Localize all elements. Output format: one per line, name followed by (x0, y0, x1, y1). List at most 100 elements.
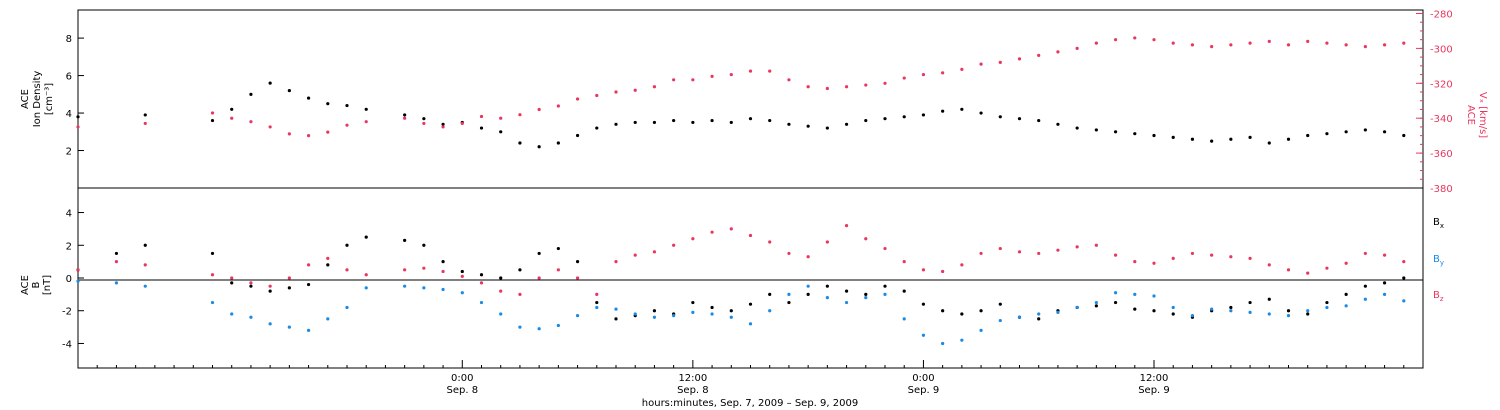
by-point (499, 312, 503, 316)
bx-point (1133, 307, 1137, 311)
bx-point (902, 289, 906, 293)
by-point (787, 292, 791, 296)
bottom-ytick-label: -4 (62, 339, 72, 350)
bx-point (403, 238, 407, 242)
bz-point (748, 233, 753, 238)
bz-point (210, 273, 215, 277)
density-point (595, 126, 599, 130)
bx-point (114, 251, 119, 256)
top-y2tick-label: -280 (1430, 9, 1453, 20)
bz-point (1267, 263, 1271, 267)
bx-point (844, 289, 849, 293)
legend-bz: Bz (1433, 290, 1444, 303)
xtick-date-label: Sep. 8 (446, 385, 478, 396)
density-point (1325, 132, 1329, 136)
xtick-time-label: 12:00 (678, 373, 707, 384)
bz-point (1133, 260, 1137, 264)
bottom-ylabel-line-1: ACE (20, 275, 31, 295)
vx-point (460, 121, 464, 126)
bx-point (787, 300, 791, 305)
density-point (249, 92, 253, 96)
vx-point (902, 76, 906, 80)
bz-point (825, 240, 829, 244)
bz-point (268, 284, 272, 288)
density-point (1133, 132, 1137, 136)
bx-point (287, 286, 291, 290)
bx-point (143, 243, 147, 247)
top-ylabel-line-1: ACE (20, 89, 31, 109)
density-point (268, 81, 272, 85)
bx-point (1382, 281, 1387, 285)
vx-point (76, 125, 80, 129)
bottom-ytick-label: 0 (66, 274, 72, 285)
vx-point (230, 116, 234, 120)
by-point (441, 287, 445, 292)
density-point (326, 102, 330, 106)
bz-point (306, 263, 311, 267)
vx-point (422, 121, 426, 126)
density-point (883, 117, 887, 121)
bz-point (441, 269, 445, 274)
bx-point (422, 243, 426, 247)
density-point (210, 118, 215, 123)
vx-point (652, 85, 657, 89)
top-y2tick-label: -320 (1430, 79, 1453, 90)
vx-point (1171, 41, 1175, 45)
bx-point (1248, 300, 1252, 305)
density-point (1363, 128, 1367, 132)
bx-point (691, 300, 695, 305)
vx-point (268, 125, 272, 129)
bz-point (768, 240, 772, 244)
by-point (1210, 307, 1214, 311)
vx-point (518, 113, 522, 117)
bz-point (1402, 260, 1406, 264)
by-point (672, 314, 676, 318)
density-point (441, 122, 445, 126)
bz-point (114, 260, 119, 264)
by-point (998, 318, 1002, 323)
bx-point (210, 251, 215, 256)
bx-point (960, 312, 964, 316)
bx-point (1171, 312, 1175, 316)
bz-point (479, 281, 484, 285)
density-point (230, 107, 234, 111)
bz-point (1210, 253, 1214, 257)
density-point (672, 118, 676, 123)
vx-point (595, 93, 599, 98)
by-point (1306, 309, 1310, 313)
vx-point (941, 71, 945, 75)
vx-point (499, 116, 503, 120)
vx-point (633, 88, 637, 92)
by-point (941, 341, 945, 346)
by-point (1325, 305, 1329, 310)
vx-point (1402, 41, 1406, 45)
legend: Bx By Bz (1433, 217, 1444, 303)
vx-point (1344, 43, 1348, 47)
by-point (1133, 292, 1137, 296)
density-point (1037, 118, 1041, 123)
by-point (210, 300, 215, 305)
vx-point (1229, 43, 1233, 47)
density-point (768, 118, 772, 123)
by-point (748, 322, 753, 326)
bz-point (883, 246, 887, 251)
vx-point (1306, 39, 1310, 44)
by-point (1037, 312, 1041, 316)
top-y2tick-label: -380 (1430, 184, 1453, 195)
top-data-points (76, 36, 1406, 149)
density-point (306, 96, 311, 100)
bz-point (691, 237, 695, 241)
vx-point (1286, 43, 1291, 47)
bx-point (825, 284, 829, 288)
vx-point (960, 67, 964, 71)
bx-point (1306, 312, 1310, 316)
density-point (1094, 128, 1098, 132)
bz-point (979, 251, 983, 256)
xtick-date-label: Sep. 9 (908, 385, 940, 396)
bz-point (499, 289, 503, 293)
bx-point (883, 284, 887, 288)
bx-point (768, 292, 772, 296)
vx-point (691, 78, 695, 82)
bx-point (1402, 276, 1406, 280)
